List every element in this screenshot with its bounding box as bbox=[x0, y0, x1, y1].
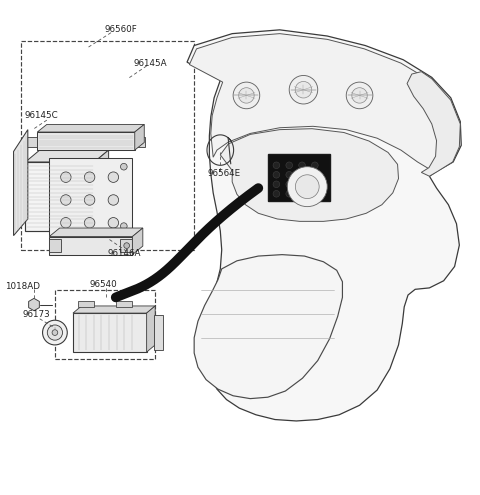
Circle shape bbox=[108, 195, 119, 205]
Circle shape bbox=[346, 82, 373, 109]
Bar bbox=[116, 301, 132, 307]
Polygon shape bbox=[146, 306, 155, 352]
Circle shape bbox=[52, 330, 58, 336]
Bar bbox=[49, 158, 132, 235]
Polygon shape bbox=[95, 150, 108, 231]
Circle shape bbox=[273, 191, 280, 197]
Circle shape bbox=[48, 325, 62, 340]
Circle shape bbox=[84, 218, 95, 228]
Circle shape bbox=[60, 218, 71, 228]
Bar bbox=[49, 239, 61, 252]
Circle shape bbox=[286, 171, 292, 178]
Bar bbox=[27, 137, 37, 147]
Circle shape bbox=[288, 167, 327, 206]
Polygon shape bbox=[49, 228, 143, 237]
Circle shape bbox=[84, 195, 95, 205]
Circle shape bbox=[233, 82, 260, 109]
Polygon shape bbox=[190, 34, 457, 169]
Text: 96145A: 96145A bbox=[133, 58, 167, 68]
Circle shape bbox=[120, 223, 127, 230]
Circle shape bbox=[273, 171, 280, 178]
Circle shape bbox=[289, 75, 318, 104]
Polygon shape bbox=[25, 150, 108, 162]
Text: 96146A: 96146A bbox=[107, 248, 141, 258]
Circle shape bbox=[60, 172, 71, 182]
Circle shape bbox=[286, 162, 292, 169]
Polygon shape bbox=[135, 124, 144, 150]
Circle shape bbox=[108, 172, 119, 182]
Circle shape bbox=[137, 139, 143, 145]
Circle shape bbox=[286, 191, 292, 197]
Text: 96540: 96540 bbox=[89, 280, 117, 289]
Bar bbox=[21, 41, 194, 250]
Bar bbox=[55, 290, 155, 359]
Circle shape bbox=[124, 243, 130, 248]
Bar bbox=[120, 239, 132, 252]
Text: 96173: 96173 bbox=[23, 310, 50, 319]
Circle shape bbox=[312, 171, 318, 178]
Circle shape bbox=[295, 82, 312, 98]
Circle shape bbox=[312, 181, 318, 188]
Bar bbox=[49, 237, 132, 254]
Circle shape bbox=[239, 88, 254, 103]
Circle shape bbox=[299, 162, 305, 169]
Text: 96564E: 96564E bbox=[207, 169, 240, 178]
Circle shape bbox=[43, 320, 67, 345]
Polygon shape bbox=[132, 228, 143, 254]
Bar bbox=[268, 154, 330, 201]
Polygon shape bbox=[13, 130, 28, 236]
Bar bbox=[78, 301, 95, 307]
Bar bbox=[135, 137, 145, 147]
Circle shape bbox=[108, 218, 119, 228]
Text: 1018AD: 1018AD bbox=[5, 282, 40, 291]
Circle shape bbox=[312, 191, 318, 197]
Circle shape bbox=[60, 195, 71, 205]
Text: 96560F: 96560F bbox=[104, 25, 137, 34]
Bar bbox=[154, 315, 163, 349]
Circle shape bbox=[299, 191, 305, 197]
Circle shape bbox=[84, 172, 95, 182]
Circle shape bbox=[273, 181, 280, 188]
Bar bbox=[224, 163, 238, 172]
Polygon shape bbox=[407, 72, 460, 176]
Circle shape bbox=[352, 88, 367, 103]
Text: 96145C: 96145C bbox=[24, 111, 58, 120]
Bar bbox=[73, 313, 146, 352]
Bar bbox=[37, 132, 135, 150]
Circle shape bbox=[286, 181, 292, 188]
Polygon shape bbox=[37, 124, 144, 132]
Circle shape bbox=[273, 162, 280, 169]
Polygon shape bbox=[194, 254, 342, 398]
Polygon shape bbox=[187, 30, 461, 421]
Circle shape bbox=[299, 171, 305, 178]
Circle shape bbox=[299, 181, 305, 188]
Circle shape bbox=[312, 162, 318, 169]
Bar bbox=[25, 162, 95, 231]
Circle shape bbox=[120, 163, 127, 170]
Polygon shape bbox=[73, 306, 155, 313]
Circle shape bbox=[295, 175, 319, 198]
Polygon shape bbox=[220, 129, 398, 221]
